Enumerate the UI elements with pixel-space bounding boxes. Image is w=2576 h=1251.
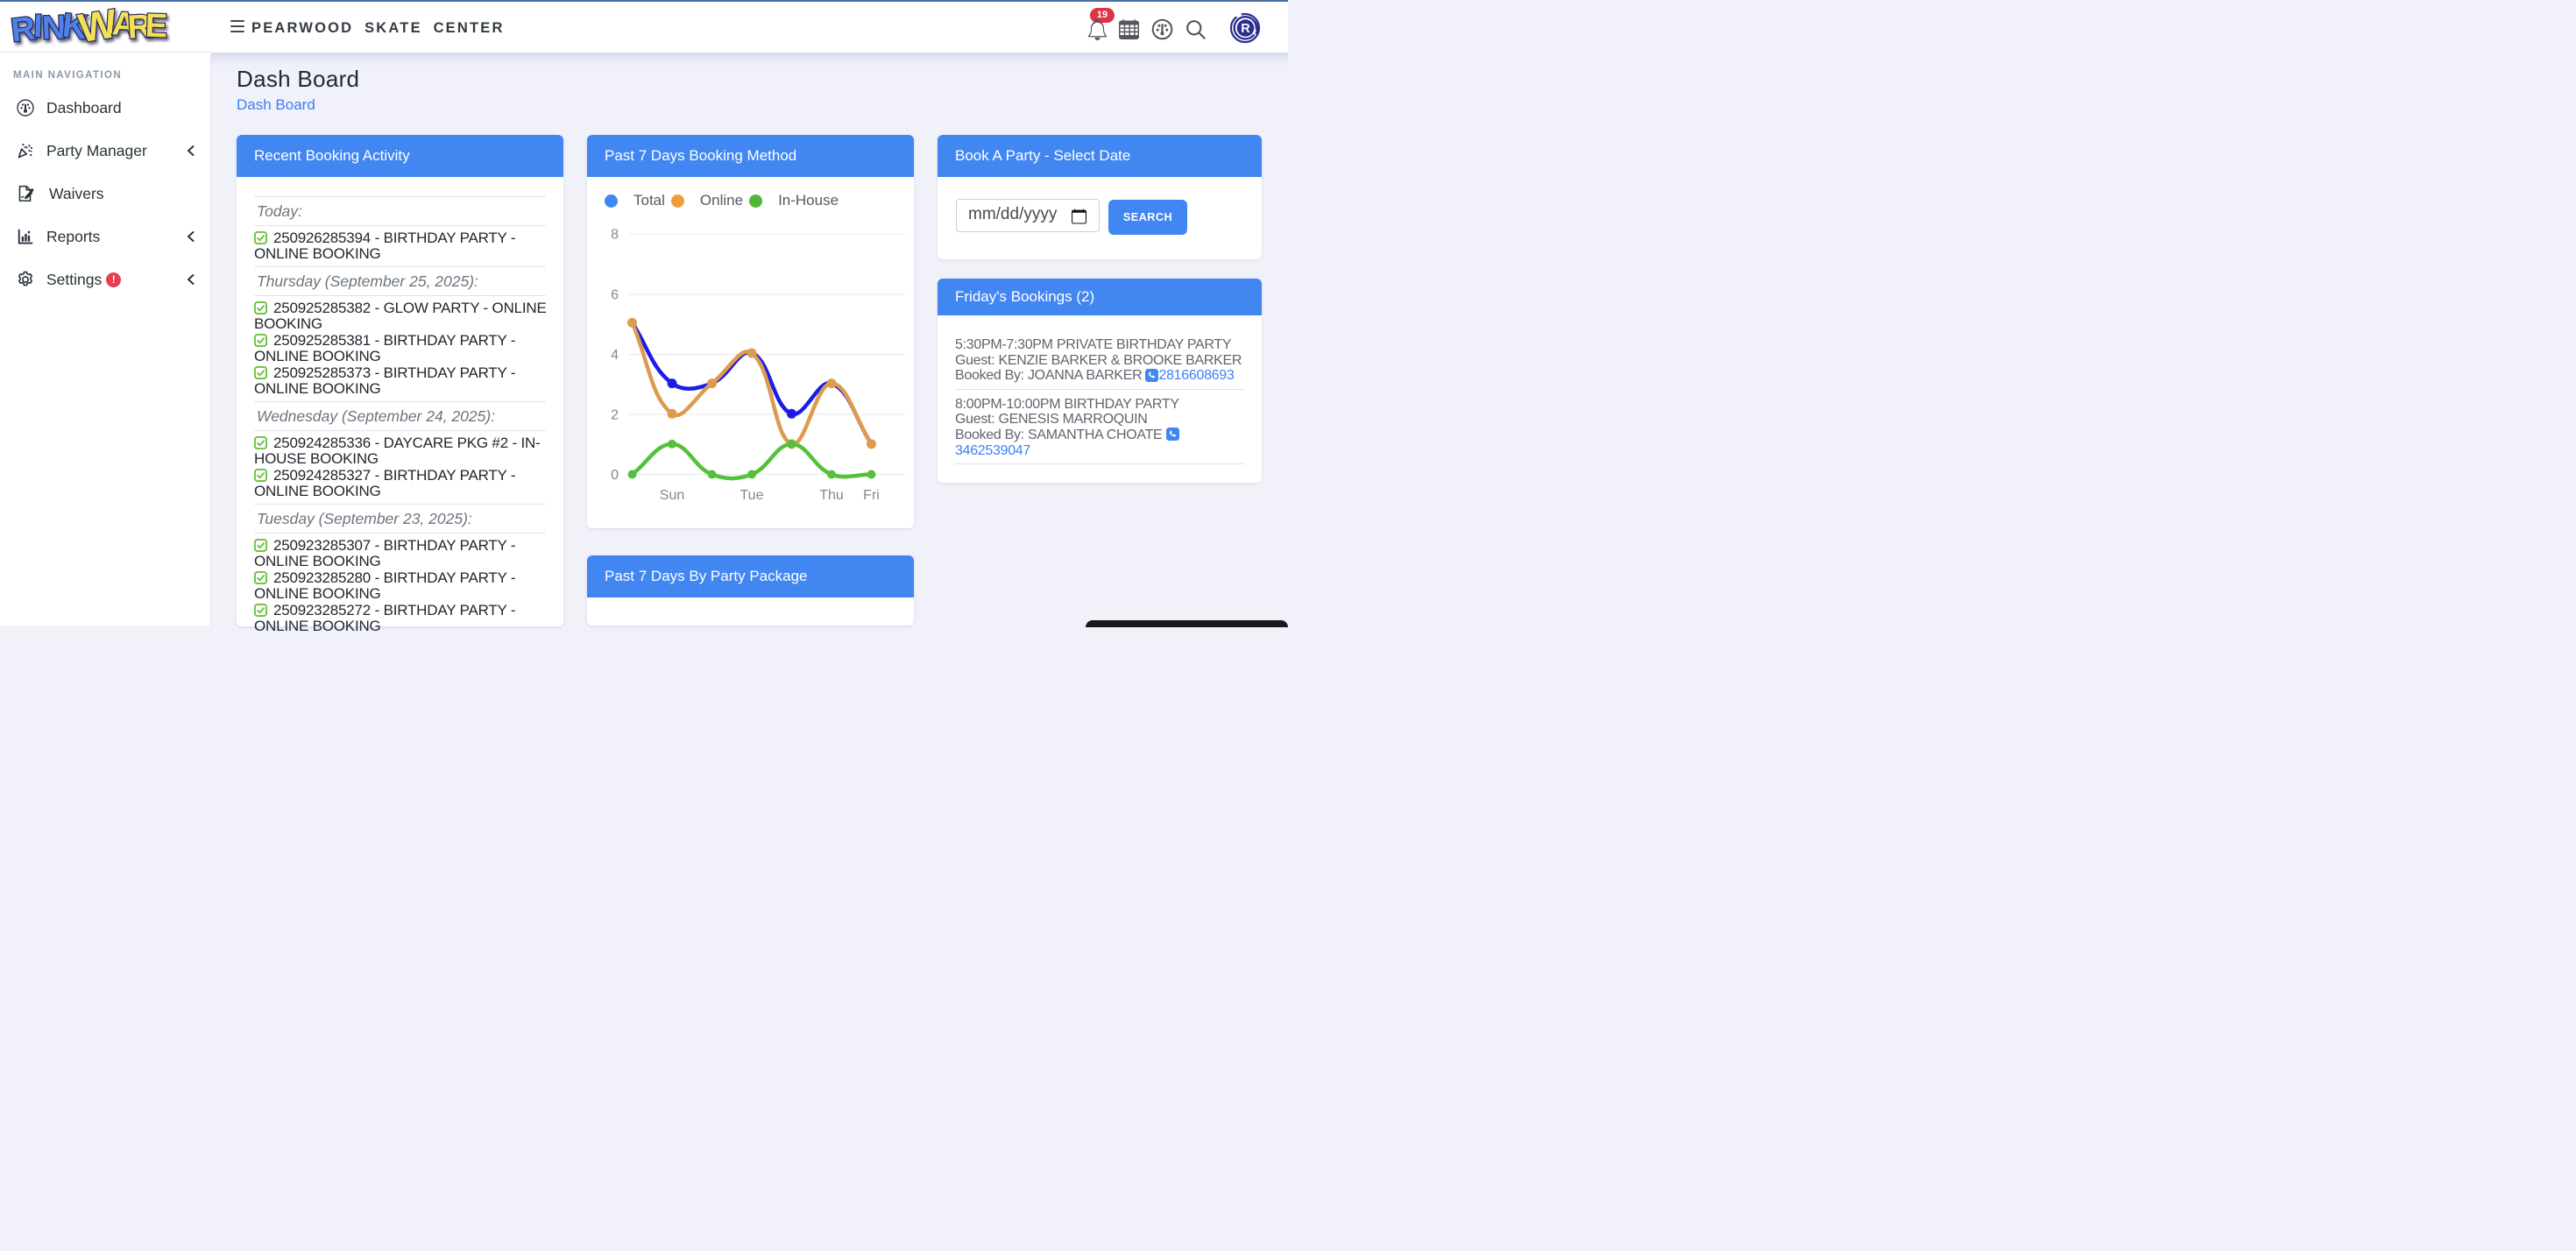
svg-text:E: E [145, 8, 168, 46]
svg-text:A: A [111, 5, 138, 43]
svg-text:6: 6 [611, 288, 619, 303]
svg-text:R: R [1241, 22, 1250, 36]
svg-text:Thu: Thu [819, 488, 844, 503]
svg-text:0: 0 [611, 468, 619, 483]
svg-text:8: 8 [611, 228, 619, 243]
svg-text:R: R [127, 8, 153, 46]
svg-text:Fri: Fri [863, 488, 880, 503]
svg-text:K: K [60, 7, 89, 47]
svg-text:W: W [75, 2, 121, 51]
svg-text:4: 4 [611, 348, 619, 363]
svg-text:R: R [9, 11, 37, 50]
svg-text:Tue: Tue [740, 488, 764, 503]
svg-text:2: 2 [611, 408, 619, 423]
svg-text:Sun: Sun [660, 488, 684, 503]
svg-text:I: I [33, 8, 44, 44]
svg-text:N: N [41, 10, 67, 47]
